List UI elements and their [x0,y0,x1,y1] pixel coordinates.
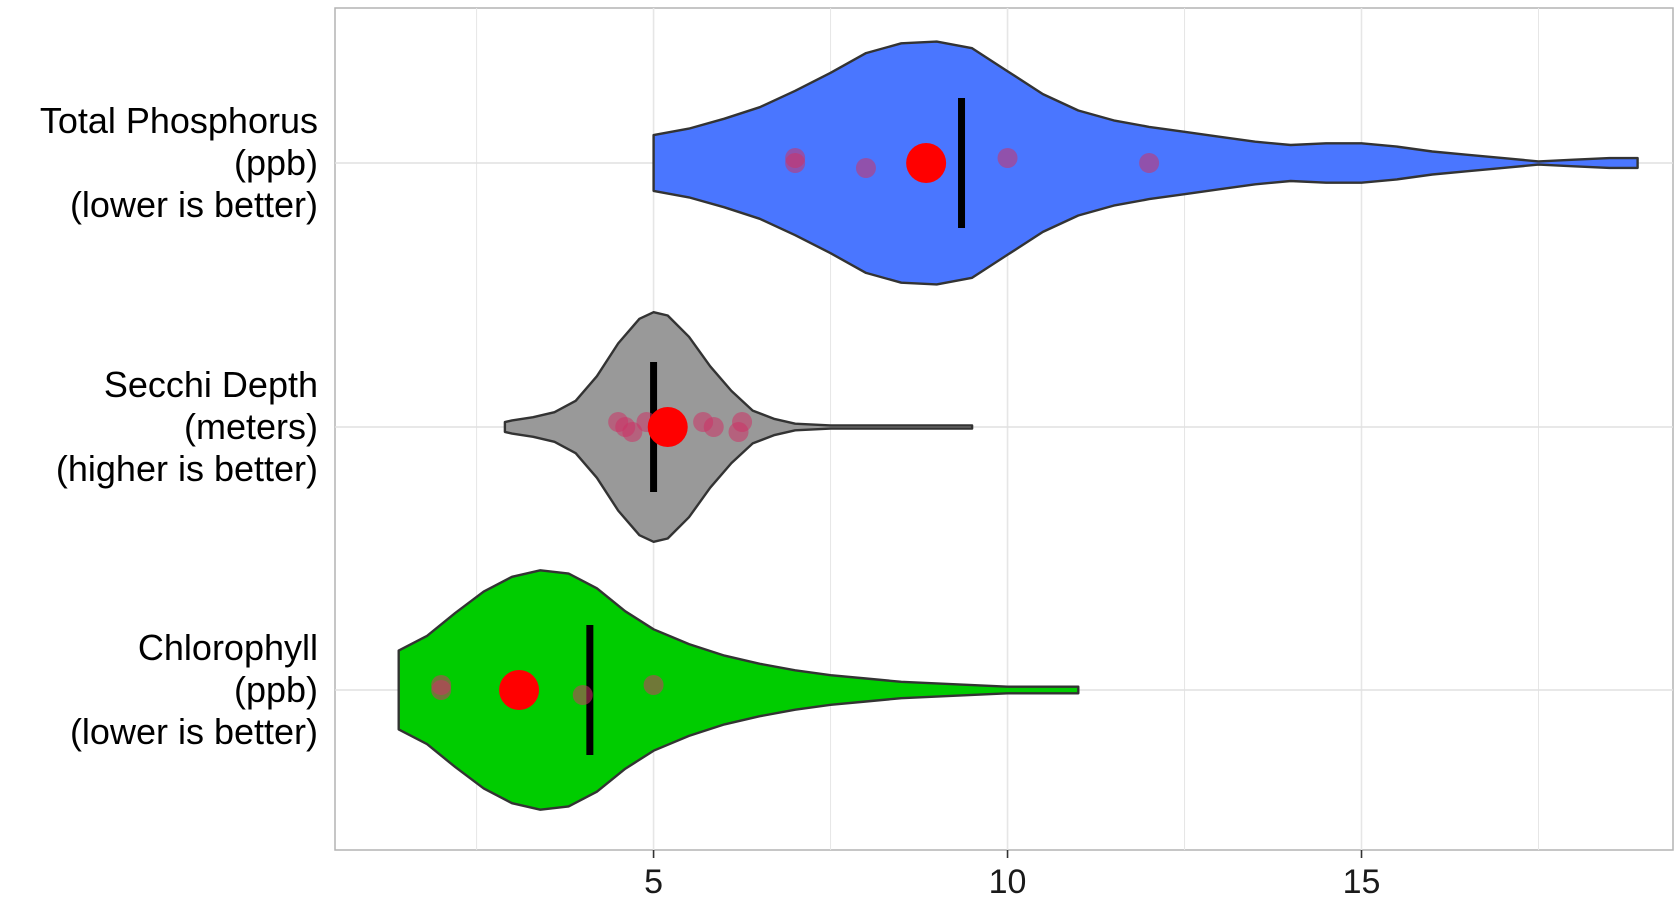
category-label-line: (lower is better) [70,184,318,225]
violin-body [397,569,1080,811]
mean-point [499,670,540,710]
observation-point [855,158,876,178]
mean-point [906,143,947,183]
observation-point [622,422,643,442]
observation-point [703,417,724,437]
x-tick-label: 5 [644,863,663,899]
observation-point [732,412,753,432]
violin-total-phosphorus [652,40,1639,286]
observation-point [431,680,452,700]
category-label-chlorophyll: Chlorophyll (ppb) (lower is better) [70,627,318,752]
category-label-line: Secchi Depth [104,364,318,405]
x-axis-ticks: 5 10 15 [644,850,1380,899]
category-label-line: Chlorophyll [138,627,318,668]
observation-point [997,148,1018,168]
violin-secchi-depth [503,311,974,543]
category-label-line: (meters) [184,406,318,447]
observation-point [572,685,593,705]
observation-point [1139,153,1160,173]
observation-point [643,675,664,695]
category-label-line: (lower is better) [70,711,318,752]
observation-point [785,153,806,173]
category-label-secchi-depth: Secchi Depth (meters) (higher is better) [56,364,318,489]
category-label-line: (higher is better) [56,448,318,489]
violins [397,40,1639,811]
x-tick-label: 15 [1343,863,1381,899]
category-labels: Total Phosphorus (ppb) (lower is better)Se… [40,100,318,752]
category-label-line: (ppb) [234,142,318,183]
category-label-line: (ppb) [234,669,318,710]
category-label-total-phosphorus: Total Phosphorus (ppb) (lower is better) [40,100,318,225]
category-label-line: Total Phosphorus [40,100,318,141]
violin-chlorophyll [397,569,1080,811]
x-tick-label: 10 [989,863,1027,899]
mean-point [647,407,688,447]
